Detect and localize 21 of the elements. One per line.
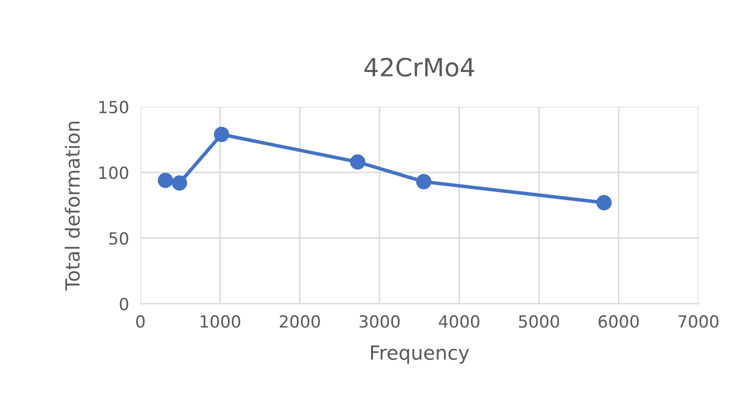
y-tick-label: 0 <box>120 298 128 310</box>
x-tick-label: 5000 <box>519 315 560 328</box>
point <box>172 175 188 191</box>
point <box>416 174 432 190</box>
x-axis-title: Frequency <box>371 346 470 364</box>
x-tick-label: 2000 <box>280 315 320 328</box>
y-tick-label: 100 <box>99 166 128 180</box>
x-tick-label: 0 <box>136 315 145 328</box>
point <box>350 154 366 170</box>
x-tick-label: 1000 <box>200 315 240 328</box>
point <box>596 195 612 210</box>
point <box>158 172 174 188</box>
chart-title: 42CrMo4 <box>364 58 474 77</box>
x-tick-label: 4000 <box>438 315 480 328</box>
y-axis-title: Total deformation <box>64 122 80 291</box>
x-tick-label: 7000 <box>678 315 718 328</box>
y-tick-label: 150 <box>99 100 128 114</box>
x-tick-label: 6000 <box>598 315 639 328</box>
x-tick-label: 3000 <box>360 315 400 328</box>
point <box>214 126 230 142</box>
y-tick-label: 50 <box>109 232 128 245</box>
